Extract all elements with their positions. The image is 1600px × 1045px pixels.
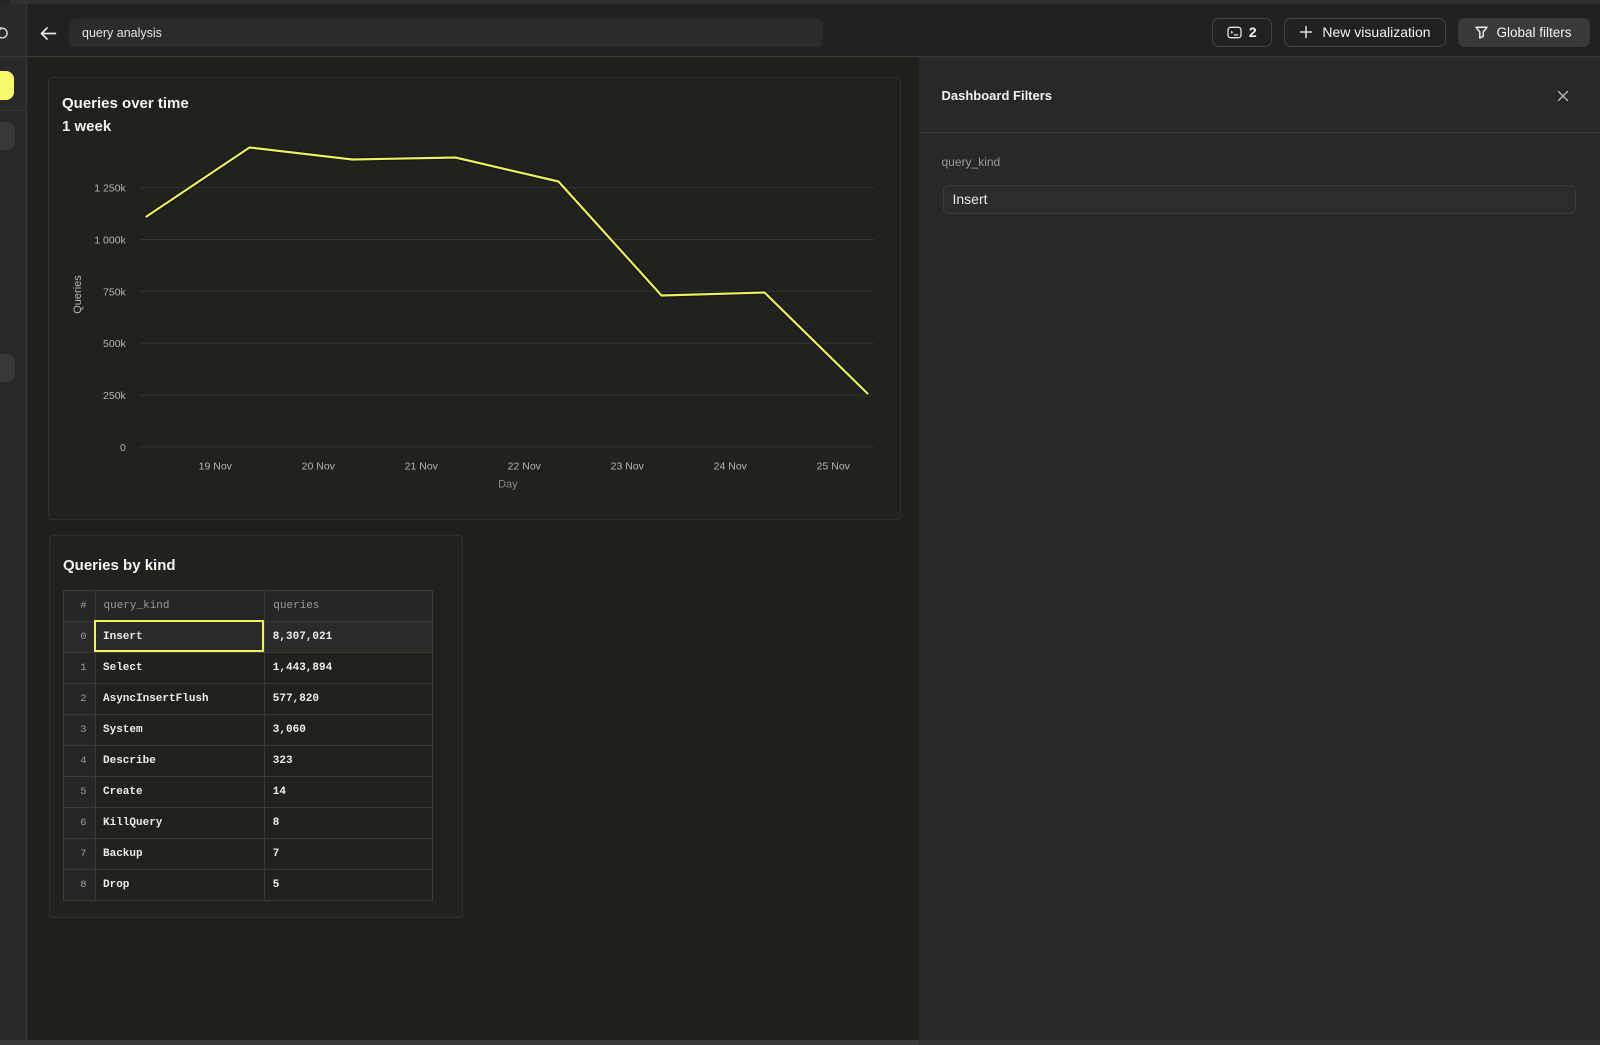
svg-text:1 250k: 1 250k [94, 183, 126, 195]
svg-text:1 000k: 1 000k [94, 235, 126, 247]
svg-text:22 Nov: 22 Nov [507, 461, 541, 473]
svg-text:0: 0 [119, 442, 125, 454]
svg-text:750k: 750k [103, 286, 127, 298]
svg-text:21 Nov: 21 Nov [404, 461, 438, 473]
svg-text:Day: Day [498, 479, 518, 491]
svg-text:250k: 250k [103, 390, 127, 402]
svg-text:23 Nov: 23 Nov [610, 461, 644, 473]
svg-text:Queries: Queries [72, 275, 84, 314]
svg-text:19 Nov: 19 Nov [198, 461, 232, 473]
svg-text:24 Nov: 24 Nov [713, 461, 747, 473]
svg-text:20 Nov: 20 Nov [301, 461, 335, 473]
svg-text:500k: 500k [103, 338, 127, 350]
svg-text:25 Nov: 25 Nov [816, 461, 850, 473]
